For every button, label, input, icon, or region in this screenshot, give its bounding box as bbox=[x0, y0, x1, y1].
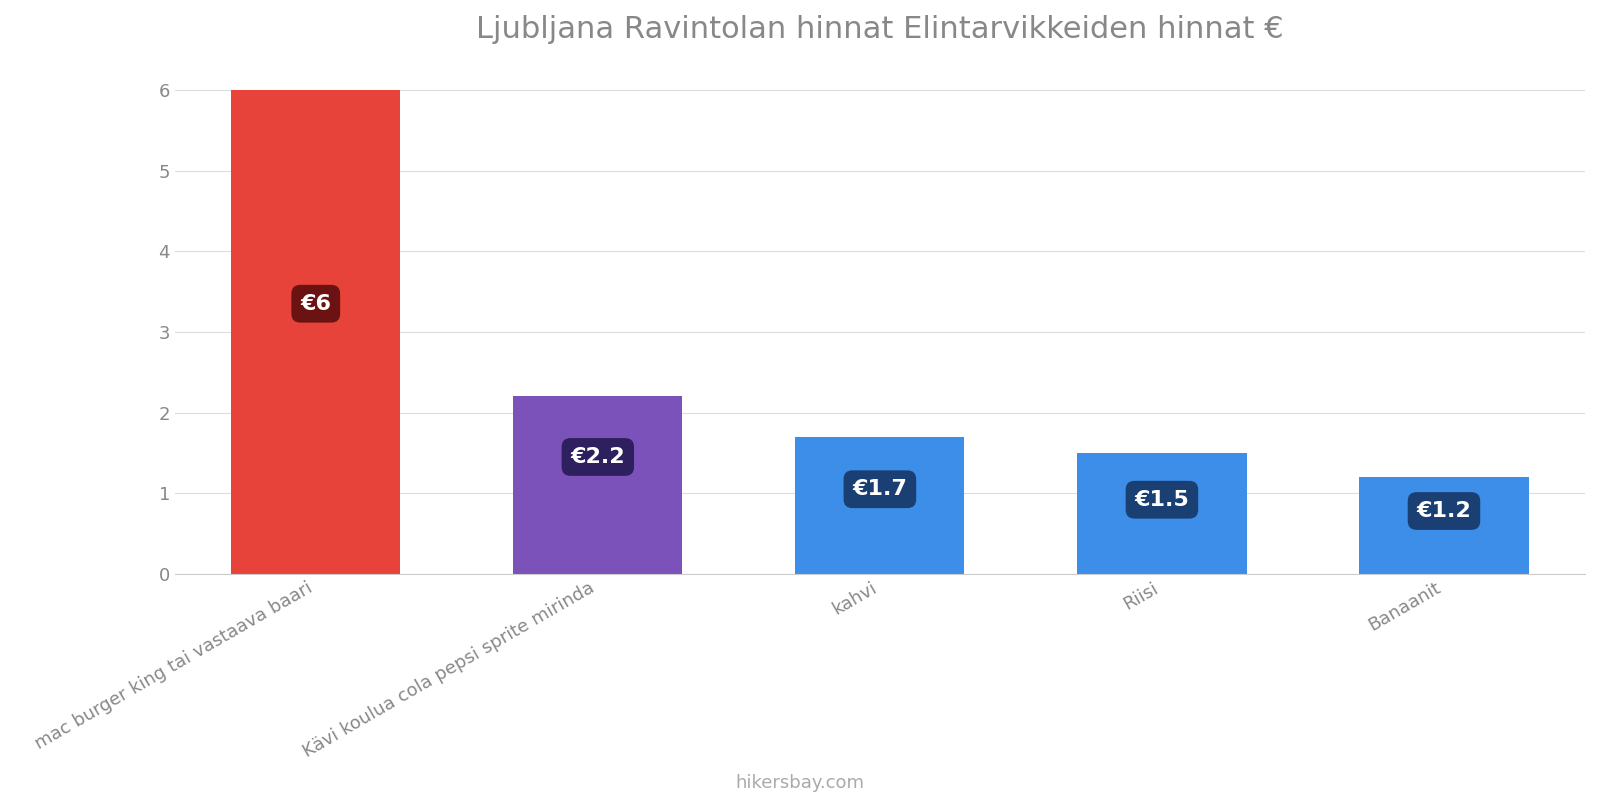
Title: Ljubljana Ravintolan hinnat Elintarvikkeiden hinnat €: Ljubljana Ravintolan hinnat Elintarvikke… bbox=[477, 15, 1283, 44]
Bar bbox=[1360, 477, 1528, 574]
Text: €1.2: €1.2 bbox=[1416, 501, 1472, 521]
Text: €6: €6 bbox=[301, 294, 331, 314]
Bar bbox=[795, 437, 965, 574]
Text: €2.2: €2.2 bbox=[571, 447, 626, 467]
Text: €1.5: €1.5 bbox=[1134, 490, 1189, 510]
Bar bbox=[230, 90, 400, 574]
Text: €1.7: €1.7 bbox=[853, 479, 907, 499]
Bar bbox=[1077, 453, 1246, 574]
Bar bbox=[514, 397, 683, 574]
Text: hikersbay.com: hikersbay.com bbox=[736, 774, 864, 792]
